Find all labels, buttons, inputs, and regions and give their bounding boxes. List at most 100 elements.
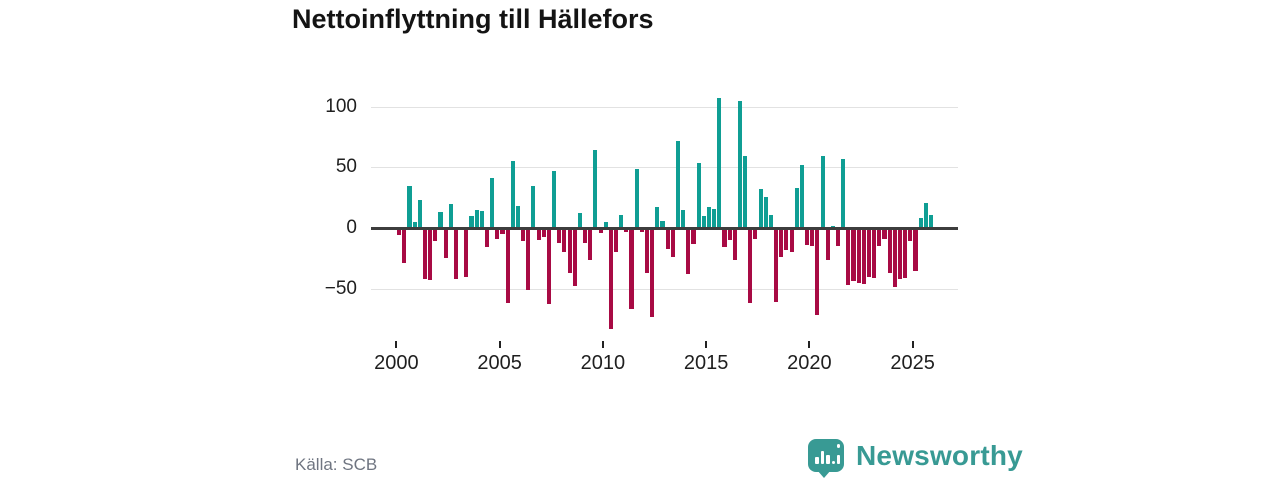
bar-2005-q1 (500, 228, 505, 235)
bar-2023-q3 (882, 228, 887, 239)
bar-2007-q1 (541, 228, 546, 237)
y-axis-label-100: 100 (325, 95, 357, 117)
bar-2010-q3 (613, 228, 619, 253)
bar-2017-q3 (758, 189, 763, 228)
bar-2020-q1 (810, 228, 815, 247)
bar-glyph-medium (826, 455, 830, 464)
bar-2001-q3 (428, 228, 433, 281)
bar-2005-q2 (505, 228, 510, 304)
bar-2009-q4 (598, 228, 603, 233)
bar-2016-q4 (743, 156, 748, 228)
bar-2008-q2 (567, 228, 572, 273)
bar-2018-q4 (784, 228, 789, 250)
bar-glyph-tall (820, 451, 824, 464)
y-axis-label--50: −50 (324, 277, 357, 299)
bar-2019-q2 (794, 188, 799, 228)
bar-2020-q4 (825, 228, 830, 260)
bar-2011-q3 (634, 168, 639, 228)
bar-2024-q3 (903, 228, 908, 278)
bar-2016-q1 (727, 228, 732, 241)
x-axis-label-2025: 2025 (890, 352, 935, 374)
bar-2021-q3 (841, 158, 846, 228)
bar-2011-q2 (629, 228, 634, 310)
x-axis-label-2010: 2010 (580, 352, 626, 374)
bar-2008-q1 (562, 228, 567, 253)
bar-2000-q3 (407, 185, 412, 228)
bar-2008-q3 (572, 228, 577, 287)
bar-2012-q2 (650, 228, 655, 317)
bar-2014-q3 (696, 162, 701, 228)
bar-2001-q1 (417, 200, 422, 228)
bar-2002-q1 (438, 212, 443, 228)
bar-2025-q3 (923, 202, 928, 228)
bar-2010-q2 (608, 228, 613, 329)
exclamation-bar-glyph (836, 455, 840, 464)
bar-2023-q1 (872, 228, 877, 278)
bar-2006-q2 (526, 228, 531, 290)
bar-2017-q1 (748, 228, 753, 304)
bar-2013-q4 (681, 209, 686, 228)
bar-2014-q1 (686, 228, 691, 275)
bar-2020-q3 (820, 156, 825, 228)
bar-2006-q4 (536, 228, 541, 241)
bar-2018-q3 (779, 228, 784, 258)
x-axis-label-2020: 2020 (787, 352, 832, 374)
bar-2005-q4 (515, 206, 520, 228)
bar-2011-q4 (639, 228, 644, 232)
bar-2014-q2 (691, 228, 696, 244)
bar-2025-q2 (918, 218, 923, 228)
bar-2009-q1 (583, 228, 588, 243)
bar-2019-q1 (789, 228, 794, 253)
zero-axis-line (371, 226, 958, 230)
plot-area: 100 50 0 −50 2000 2005 2010 2015 2020 2025 (324, 95, 958, 374)
bar-2009-q2 (588, 228, 593, 260)
period-dot-glyph (831, 460, 835, 464)
bar-2020-q2 (815, 228, 820, 316)
x-tick-2000 (395, 341, 398, 348)
bar-2001-q2 (422, 228, 428, 279)
bar-2002-q4 (453, 228, 459, 279)
bar-2004-q3 (490, 178, 495, 228)
gridline-50 (371, 167, 958, 169)
bar-2022-q4 (866, 228, 872, 277)
bar-2025-q4 (928, 214, 934, 228)
bar-2011-q1 (624, 228, 629, 232)
bar-2007-q2 (546, 228, 551, 305)
bar-2018-q1 (768, 214, 773, 228)
chart-title: Nettoinflyttning till Hällefors (292, 4, 654, 34)
bar-2016-q2 (732, 228, 737, 260)
x-tick-2005 (498, 341, 501, 348)
bar-2013-q2 (670, 228, 675, 258)
x-tick-2010 (601, 341, 604, 348)
bar-2000-q1 (397, 228, 402, 236)
bar-2009-q3 (593, 150, 598, 228)
x-tick-2025 (911, 341, 914, 348)
x-axis-label-2015: 2015 (683, 352, 729, 374)
bar-2015-q4 (722, 228, 727, 248)
source-note: Källa: SCB (295, 455, 378, 474)
bar-2019-q4 (805, 228, 810, 245)
bar-2015-q3 (717, 98, 722, 228)
bar-2024-q4 (908, 228, 913, 242)
bar-glyph-short (815, 457, 819, 464)
bar-2012-q4 (660, 220, 665, 228)
bar-2021-q4 (846, 228, 851, 285)
bar-2019-q3 (799, 164, 804, 228)
bar-2023-q2 (877, 228, 882, 247)
bar-2015-q2 (712, 208, 717, 228)
bar-2015-q1 (706, 207, 712, 228)
bar-2006-q3 (531, 185, 536, 228)
bar-2013-q1 (665, 228, 670, 249)
exclamation-dot-glyph (836, 444, 840, 448)
x-tick-2015 (705, 341, 708, 348)
bar-2022-q2 (856, 228, 861, 283)
bar-2004-q1 (479, 211, 484, 228)
bar-2003-q2 (464, 228, 469, 277)
bar-2017-q2 (753, 228, 758, 239)
y-axis-label-50: 50 (335, 156, 357, 178)
bar-2013-q3 (675, 140, 681, 228)
bar-2002-q2 (443, 228, 448, 259)
bar-2017-q4 (763, 196, 768, 228)
bar-2006-q1 (521, 228, 526, 242)
